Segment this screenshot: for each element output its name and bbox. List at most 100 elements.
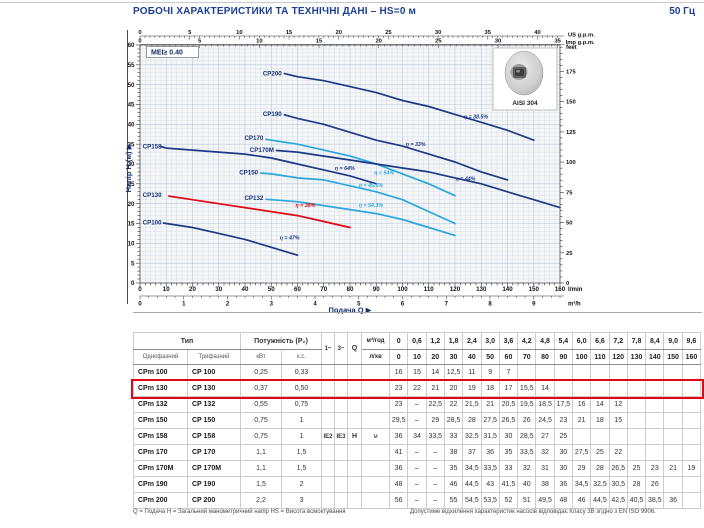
svg-text:η = 33%: η = 33% <box>406 142 426 148</box>
svg-text:CP132: CP132 <box>244 195 263 202</box>
head-value: 21 <box>425 380 445 397</box>
head-value: 49,5 <box>535 492 555 509</box>
svg-text:20: 20 <box>189 286 196 293</box>
ie3-cell <box>334 460 349 477</box>
table-row: CPm 132 CP 132 0,55 0,75 23–22,5 22 21,5 21… <box>133 396 702 413</box>
page-title: РОБОЧІ ХАРАКТЕРИСТИКИ ТА ТЕХНІЧНІ ДАНІ –… <box>133 6 417 17</box>
col-single-phase: Однофазний <box>133 349 188 365</box>
head-value: 23 <box>645 460 665 477</box>
power-kw: 1,5 <box>240 476 283 493</box>
head-value: 22 <box>608 444 628 461</box>
head-value: 23 <box>389 396 409 413</box>
ie3-cell <box>334 444 349 461</box>
power-hp: 1,5 <box>281 460 323 477</box>
head-value: 33,5 <box>425 428 445 445</box>
head-value: 20,5 <box>498 396 519 413</box>
svg-text:Imp g.p.m.: Imp g.p.m. <box>566 40 595 46</box>
ie3-cell <box>334 364 349 381</box>
svg-text:20: 20 <box>128 201 135 208</box>
svg-text:2: 2 <box>226 302 230 308</box>
head-value <box>645 396 665 413</box>
head-value: – <box>407 444 427 461</box>
q-lmin-value: 130 <box>626 349 647 365</box>
model-single: CPm 100 <box>133 364 188 381</box>
svg-text:110: 110 <box>424 286 435 293</box>
head-value: 36 <box>480 444 500 461</box>
head-value: 35 <box>498 444 519 461</box>
col-group-type: Тип <box>132 332 242 350</box>
power-kw: 0,25 <box>240 364 283 381</box>
ie2-cell <box>321 364 336 381</box>
curve-CP158 <box>160 145 378 185</box>
model-three: CP 130 <box>186 380 242 397</box>
head-value: 32 <box>517 460 537 477</box>
q-lmin-value: 150 <box>663 349 683 365</box>
head-value <box>590 428 610 445</box>
svg-text:120: 120 <box>450 286 461 293</box>
h-unit-cell: м <box>361 428 391 445</box>
head-value: 26,5 <box>498 412 519 429</box>
head-value: 32,5 <box>462 428 482 445</box>
table-row: CPm 130 CP 130 0,37 0,50 23 22 21 20 19 18 17 1… <box>133 380 702 397</box>
head-value: 33,5 <box>517 444 537 461</box>
head-value <box>517 364 537 381</box>
svg-text:Подача Q ▶: Подача Q ▶ <box>329 306 372 315</box>
unit-lmin: л/хв <box>361 349 391 365</box>
svg-text:40: 40 <box>534 30 540 36</box>
head-value: 34,5 <box>462 460 482 477</box>
head-value: 19,5 <box>517 396 537 413</box>
h-unit-cell <box>361 444 391 461</box>
head-value: 25 <box>553 428 573 445</box>
head-value: 9 <box>480 364 500 381</box>
col-group-power: Потужність (Р₂) <box>240 332 323 350</box>
model-single: CPm 200 <box>133 492 188 509</box>
head-value: 30 <box>553 444 573 461</box>
head-value: 20 <box>443 380 464 397</box>
model-single: CPm 132 <box>133 396 188 413</box>
head-value: 28 <box>626 476 647 493</box>
q-m3h-value: 6,6 <box>590 332 610 350</box>
power-hp: 2 <box>281 476 323 493</box>
power-hp: 0,50 <box>281 380 323 397</box>
svg-text:50: 50 <box>566 221 572 227</box>
svg-text:7: 7 <box>445 302 449 308</box>
head-value <box>590 364 610 381</box>
head-value: 21 <box>480 396 500 413</box>
power-kw: 1,1 <box>240 460 283 477</box>
head-value: 26 <box>645 476 665 493</box>
model-three: CP 170M <box>186 460 242 477</box>
head-value: 30 <box>553 460 573 477</box>
curve-CP150 <box>259 172 456 225</box>
table-row: CPm 158 CP 158 0,75 1 IE2 IE3 H м 36 34 33,… <box>133 428 702 445</box>
q-lmin-value: 80 <box>535 349 555 365</box>
head-value <box>645 380 665 397</box>
power-kw: 2,2 <box>240 492 283 509</box>
ie2-cell <box>321 460 336 477</box>
head-value: 15 <box>407 364 427 381</box>
head-value: – <box>425 444 445 461</box>
spec-table-wrap: Тип Потужність (Р₂) 1~ 3~ Q м³/год 0 0,6 1,… <box>132 332 702 509</box>
svg-text:35: 35 <box>554 39 561 45</box>
head-value: 15 <box>608 412 628 429</box>
head-value <box>681 476 702 493</box>
model-single: CPm 158 <box>133 428 188 445</box>
h-label-cell <box>347 364 363 381</box>
h-label-cell <box>347 380 363 397</box>
model-single: CPm 190 <box>133 476 188 493</box>
head-value: 38 <box>535 476 555 493</box>
svg-text:90: 90 <box>373 286 380 293</box>
model-single: CPm 150 <box>133 412 188 429</box>
head-value: 33,5 <box>480 460 500 477</box>
ie3-cell: IE3 <box>334 428 349 445</box>
ie2-cell <box>321 380 336 397</box>
head-value: 53,5 <box>480 492 500 509</box>
head-value: – <box>425 460 445 477</box>
head-value: 17 <box>498 380 519 397</box>
svg-text:CP150: CP150 <box>239 169 258 176</box>
col-phase-3: 3~ <box>334 332 349 365</box>
power-kw: 0,75 <box>240 428 283 445</box>
mei-badge <box>146 46 199 58</box>
h-unit-cell <box>361 412 391 429</box>
